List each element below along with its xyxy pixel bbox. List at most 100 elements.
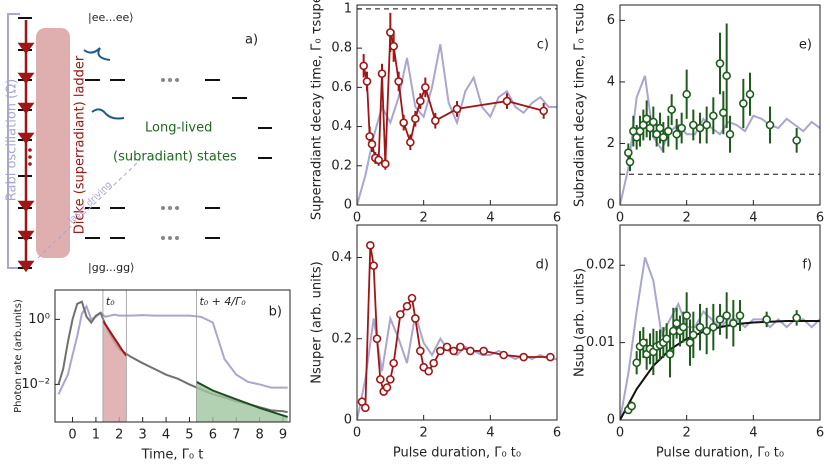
data-point <box>664 126 673 136</box>
series-line <box>362 32 544 164</box>
data-point <box>449 346 458 356</box>
data-point <box>394 77 403 86</box>
x-tick-label: 2 <box>420 211 428 226</box>
x-tick-label: 2 <box>115 428 123 443</box>
y-tick-label: 10⁰ <box>28 312 50 327</box>
x-tick-label: 8 <box>255 428 263 443</box>
data-point <box>665 349 675 359</box>
emission-2 <box>91 108 125 120</box>
panel-label: f) <box>802 258 812 273</box>
data-point <box>396 310 405 319</box>
data-point <box>416 96 425 106</box>
data-point <box>682 89 691 99</box>
x-axis-label: Time, Γ₀ t <box>141 448 204 463</box>
bottom-state: |gg...gg⟩ <box>88 261 134 274</box>
y-axis-label: Superradiant decay time, Γ₀ τsuper <box>310 0 325 220</box>
time-marker-label: t₀ <box>106 295 115 308</box>
y-axis-label: Photon rate (arb.units) <box>13 299 24 413</box>
data-point <box>722 311 731 320</box>
data-point <box>719 108 728 117</box>
data-point <box>689 120 698 130</box>
y-tick-label: 10⁻² <box>21 377 50 392</box>
data-point <box>725 129 735 139</box>
data-point <box>361 403 370 413</box>
data-point <box>642 114 651 124</box>
y-tick-label: 6 <box>607 13 615 28</box>
x-tick-label: 2 <box>683 211 691 226</box>
data-point <box>677 123 686 133</box>
y-axis-label: Subradiant decay time, Γ₀ τsub <box>573 3 588 207</box>
data-point <box>624 148 633 157</box>
plot-frame <box>619 4 821 206</box>
x-tick-label: 0 <box>616 211 624 226</box>
series-line <box>357 44 557 205</box>
data-point <box>369 261 378 270</box>
y-tick-label: 0.2 <box>331 158 352 173</box>
data-point <box>655 123 665 133</box>
data-point <box>367 139 377 149</box>
y-tick-label: 4 <box>607 74 615 89</box>
y-tick-label: 0.4 <box>331 250 352 265</box>
data-point <box>745 89 755 99</box>
data-point <box>399 118 408 127</box>
data-point <box>365 132 374 141</box>
data-point <box>406 137 415 147</box>
x-tick-label: 7 <box>232 428 240 443</box>
data-point <box>685 338 695 347</box>
plot-frame <box>356 4 558 206</box>
data-point <box>519 352 528 362</box>
x-tick-label: 0 <box>353 211 361 226</box>
data-point <box>411 114 420 124</box>
y-tick-label: 1 <box>344 1 352 16</box>
data-point <box>502 96 512 106</box>
data-point <box>416 346 425 356</box>
data-point <box>382 383 392 392</box>
data-point <box>627 401 636 411</box>
data-point <box>374 155 383 165</box>
ladder-box <box>36 28 70 258</box>
y-tick-label: 0 <box>607 413 615 428</box>
panel-label: c) <box>537 38 549 53</box>
data-point <box>765 120 775 130</box>
shaded-area <box>102 320 127 422</box>
top-state: |ee...ee⟩ <box>88 11 134 24</box>
data-point <box>625 157 635 167</box>
data-point <box>499 350 508 360</box>
x-tick-label: 4 <box>486 211 494 226</box>
data-point <box>739 99 748 108</box>
x-tick-label: 6 <box>816 211 824 226</box>
data-point <box>389 358 398 368</box>
panel-label: a) <box>245 33 258 48</box>
data-point <box>421 83 430 92</box>
x-tick-label: 9 <box>279 428 287 443</box>
data-point <box>709 322 718 332</box>
data-point <box>792 313 801 323</box>
panel-label: e) <box>799 38 812 53</box>
data-point <box>729 318 738 328</box>
data-point <box>362 77 372 86</box>
data-point <box>376 375 385 384</box>
x-axis-label: Pulse duration, Γ₀ t₀ <box>656 446 784 461</box>
data-point <box>381 159 390 169</box>
data-point <box>672 129 681 139</box>
data-point <box>442 342 452 352</box>
emission-1 <box>83 47 111 61</box>
data-point <box>402 301 412 311</box>
x-tick-label: 4 <box>162 428 170 443</box>
data-point <box>372 334 382 344</box>
time-marker-label: t₀ + 4/Γ₀ <box>199 295 246 308</box>
y-axis-label: Nsub (arb. units) <box>573 268 588 377</box>
x-tick-label: 6 <box>553 211 561 226</box>
data-point <box>702 326 711 336</box>
series-line <box>57 304 288 395</box>
subradiant-label: (subradiant) states <box>113 150 237 165</box>
x-tick-label: 6 <box>209 428 217 443</box>
ladder-label: Dicke (superradiant) ladder <box>73 55 88 234</box>
x-axis-label: Pulse duration, Γ₀ t₀ <box>393 446 521 461</box>
x-tick-label: 3 <box>139 428 147 443</box>
data-point <box>436 346 445 356</box>
x-tick-label: 0 <box>68 428 76 443</box>
y-tick-label: 0.8 <box>331 41 352 56</box>
data-point <box>672 318 681 328</box>
